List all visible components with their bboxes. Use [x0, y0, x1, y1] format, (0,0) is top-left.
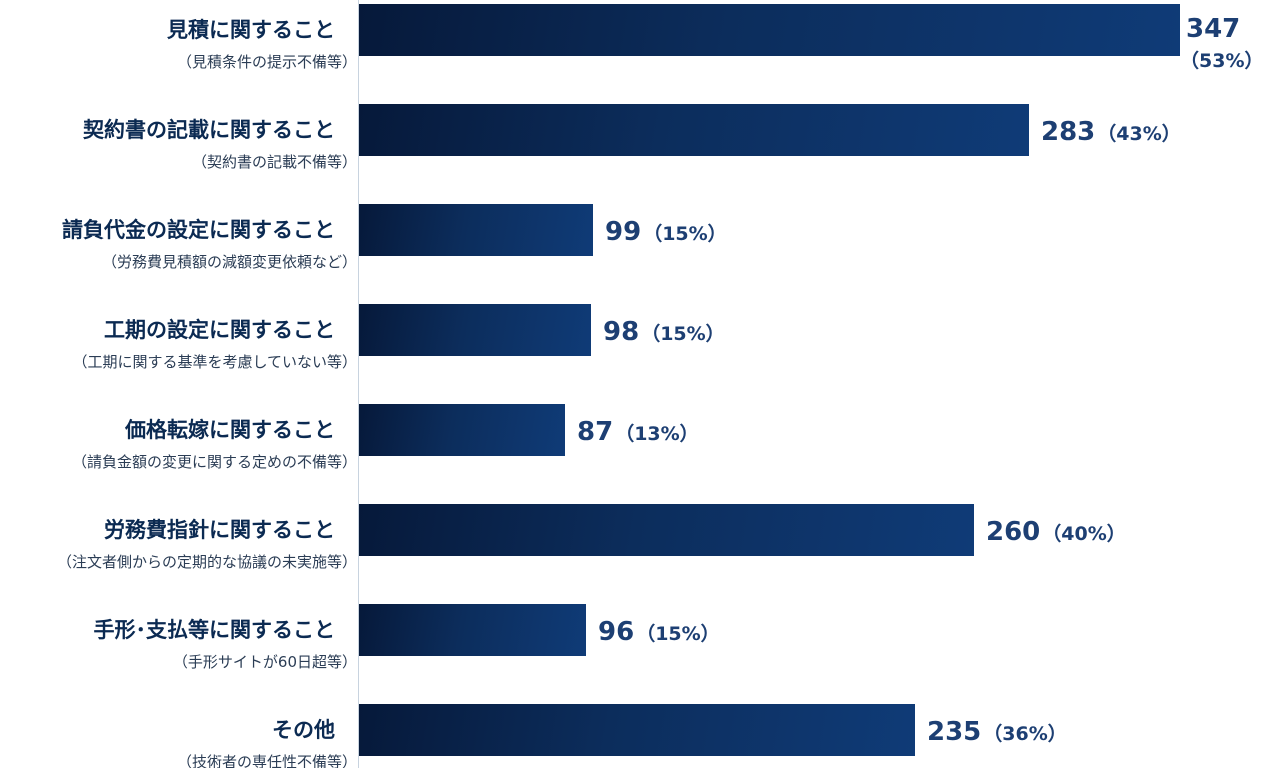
category-subtitle: （工期に関する基準を考慮していない等） — [72, 353, 357, 371]
value-percent: （40%） — [1042, 523, 1126, 545]
category-subtitle: （注文者側からの定期的な協議の未実施等） — [56, 553, 357, 571]
bar — [359, 504, 974, 556]
category-title: 労務費指針に関すること — [104, 518, 335, 542]
value-number: 98 — [603, 317, 640, 347]
category-title: 手形･支払等に関すること — [93, 618, 336, 642]
value-number: 96 — [598, 617, 635, 647]
category-subtitle: （手形サイトが60日超等） — [172, 653, 357, 671]
value-label: 235 （36%） — [927, 717, 1067, 747]
value-number: 283 — [1041, 117, 1096, 147]
category-axis-line — [358, 0, 359, 768]
category-subtitle: （技術者の専任性不備等） — [176, 753, 357, 768]
category-title: その他 — [272, 718, 335, 742]
bar — [359, 104, 1029, 156]
value-number: 260 — [986, 517, 1041, 547]
value-number: 347 — [1186, 14, 1241, 44]
category-subtitle: （請負金額の変更に関する定めの不備等） — [71, 453, 357, 471]
bar — [359, 604, 586, 656]
value-percent: （15%） — [641, 323, 725, 345]
bar — [359, 304, 591, 356]
bar — [359, 4, 1180, 56]
value-label: 260 （40%） — [986, 517, 1126, 547]
bar — [359, 204, 593, 256]
value-percent: （15%） — [643, 223, 727, 245]
value-percent: （13%） — [615, 423, 699, 445]
value-label: 98 （15%） — [603, 317, 725, 347]
bar — [359, 404, 565, 456]
category-title: 価格転嫁に関すること — [125, 418, 335, 442]
value-number: 87 — [577, 417, 614, 447]
bar — [359, 704, 915, 756]
category-title: 契約書の記載に関すること — [83, 118, 335, 142]
value-percent: （53%） — [1180, 50, 1261, 72]
category-subtitle: （契約書の記載不備等） — [191, 153, 357, 171]
value-percent: （15%） — [636, 623, 720, 645]
value-number: 99 — [605, 217, 642, 247]
value-label: 283 （43%） — [1041, 117, 1181, 147]
category-title: 請負代金の設定に関すること — [62, 218, 335, 242]
value-percent: （43%） — [1097, 123, 1181, 145]
category-subtitle: （労務費見積額の減額変更依頼など） — [101, 253, 357, 271]
value-label: 99 （15%） — [605, 217, 727, 247]
value-label: 347 （53%） — [1180, 14, 1261, 73]
category-title: 工期の設定に関すること — [104, 318, 335, 342]
value-percent: （36%） — [983, 723, 1067, 745]
value-label: 96 （15%） — [598, 617, 720, 647]
category-title: 見積に関すること — [167, 18, 335, 42]
category-subtitle: （見積条件の提示不備等） — [176, 53, 357, 71]
value-label: 87 （13%） — [577, 417, 699, 447]
value-number: 235 — [927, 717, 982, 747]
